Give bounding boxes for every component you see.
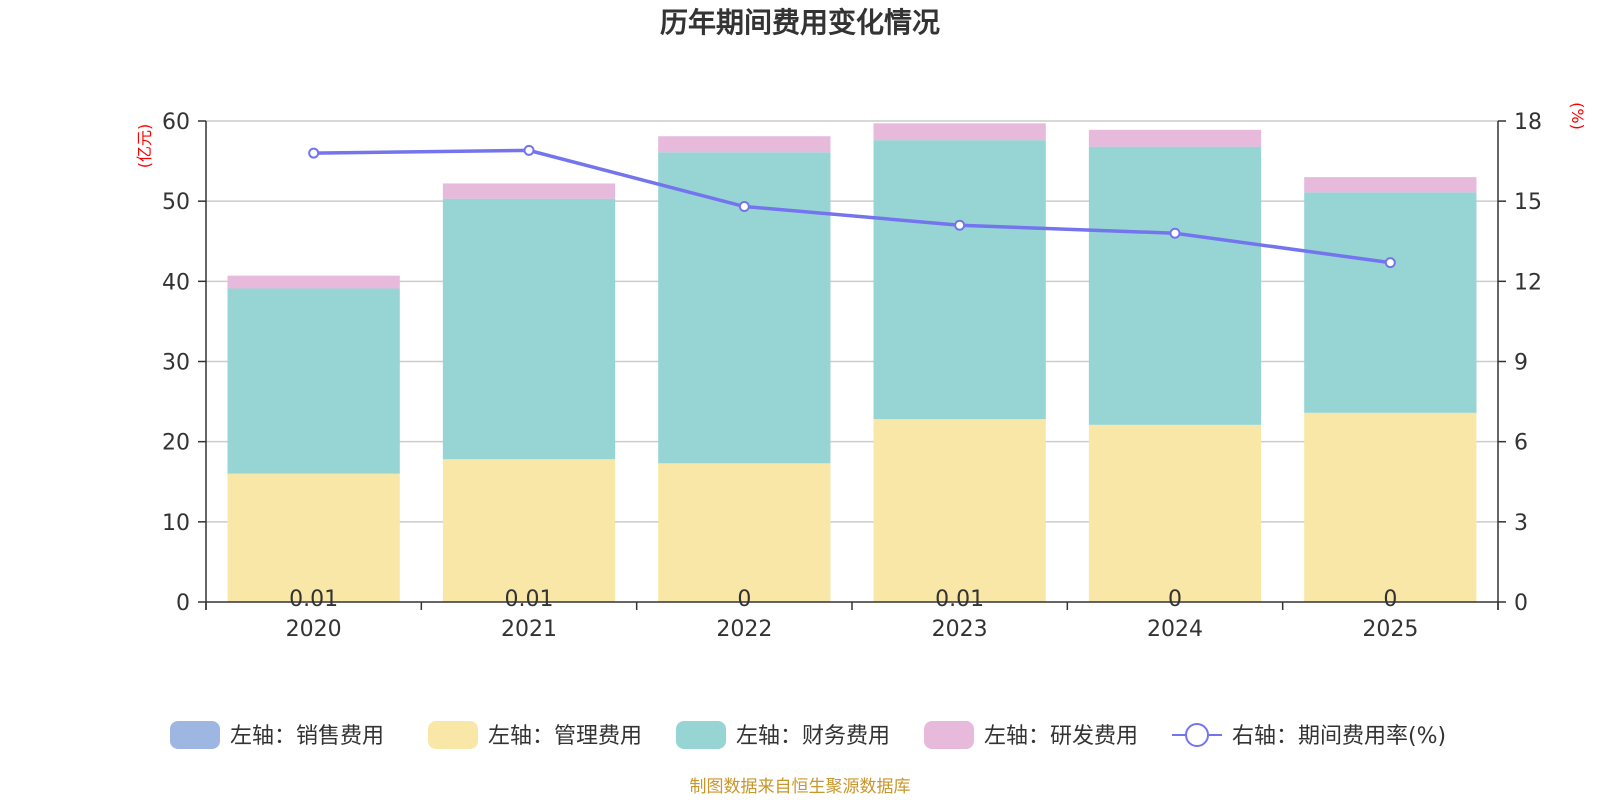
bar-segment [1304, 412, 1477, 602]
bar-segment [442, 183, 616, 199]
right-tick-label: 9 [1514, 351, 1528, 376]
right-tick-label: 3 [1514, 511, 1528, 536]
left-tick-label: 0 [176, 591, 190, 616]
bar-segment [658, 152, 831, 464]
legend-item: 左轴：销售费用 [170, 721, 384, 749]
left-tick-label: 60 [162, 110, 190, 135]
bar-data-label: 0 [1168, 587, 1182, 612]
x-tick-label: 2024 [1147, 617, 1203, 642]
legend-label: 左轴：管理费用 [488, 724, 642, 749]
bar-segment [442, 459, 616, 602]
right-tick-label: 12 [1514, 270, 1542, 295]
x-tick-label: 2025 [1362, 617, 1418, 642]
chart-title: 历年期间费用变化情况 [660, 6, 940, 39]
bar-data-label: 0.01 [289, 587, 338, 612]
bar-segment [658, 136, 831, 153]
data-source-note: 制图数据来自恒生聚源数据库 [690, 777, 911, 797]
rate-point [308, 147, 320, 159]
legend-label: 左轴：财务费用 [736, 724, 890, 749]
legend-item: 左轴：财务费用 [676, 721, 890, 749]
rate-point [738, 201, 750, 213]
legend-item: 左轴：管理费用 [428, 721, 642, 749]
right-axis-unit: (%) [1568, 102, 1587, 130]
bar-segment [873, 419, 1046, 602]
rate-point [523, 144, 535, 156]
right-tick-label: 6 [1514, 431, 1528, 456]
bar-data-label: 0.01 [505, 587, 554, 612]
legend-item: 左轴：研发费用 [924, 721, 1138, 749]
right-tick-label: 0 [1514, 591, 1528, 616]
bar-segment [1088, 129, 1262, 147]
x-tick-label: 2021 [501, 617, 557, 642]
x-tick-label: 2022 [716, 617, 772, 642]
rate-line-path [313, 148, 1391, 265]
rate-point [1169, 227, 1181, 239]
x-tick-label: 2020 [286, 617, 342, 642]
bar-data-label: 0 [737, 587, 751, 612]
legend-swatch [428, 721, 478, 749]
legend-label: 右轴：期间费用率(%) [1232, 724, 1446, 749]
bar-segment [1088, 424, 1262, 602]
bar-segment [1304, 192, 1477, 413]
bar-segment [442, 198, 616, 460]
legend-label: 左轴：销售费用 [230, 724, 384, 749]
legend-swatch [924, 721, 974, 749]
rate-point [954, 219, 966, 231]
bar-segment [227, 473, 400, 602]
x-tick-label: 2023 [932, 617, 988, 642]
rate-line [308, 144, 1396, 269]
legend-swatch [170, 721, 220, 749]
bar-segment [227, 275, 400, 289]
legend: 左轴：销售费用 左轴：管理费用 左轴：财务费用 左轴：研发费用 右轴：期间费用率(%) [170, 721, 1446, 749]
legend-swatch [676, 721, 726, 749]
left-tick-label: 10 [162, 511, 190, 536]
bar-segment [873, 140, 1046, 420]
left-tick-label: 40 [162, 270, 190, 295]
bar-segment [227, 288, 400, 474]
left-axis-unit: (亿元) [135, 124, 154, 169]
legend-item: 右轴：期间费用率(%) [1172, 723, 1446, 749]
bar-data-label: 0.01 [935, 587, 984, 612]
legend-marker [1185, 723, 1209, 747]
bar-segment [1304, 177, 1477, 193]
axes: 0 10 20 30 40 50 60 0 3 6 9 12 15 18 2020 2021 2022 2023 2… [162, 110, 1542, 642]
grid-lines [206, 120, 1498, 523]
left-tick-label: 30 [162, 351, 190, 376]
right-tick-label: 18 [1514, 110, 1542, 135]
legend-label: 左轴：研发费用 [984, 724, 1138, 749]
right-tick-label: 15 [1514, 190, 1542, 215]
left-tick-label: 50 [162, 190, 190, 215]
rate-point [1384, 257, 1396, 269]
left-tick-label: 20 [162, 431, 190, 456]
bars: 0.01 0.01 0 0.01 0 0 [227, 123, 1477, 612]
bar-data-label: 0 [1383, 587, 1397, 612]
bar-segment [1088, 146, 1262, 425]
bar-segment [873, 123, 1046, 141]
bar-segment [658, 463, 831, 602]
